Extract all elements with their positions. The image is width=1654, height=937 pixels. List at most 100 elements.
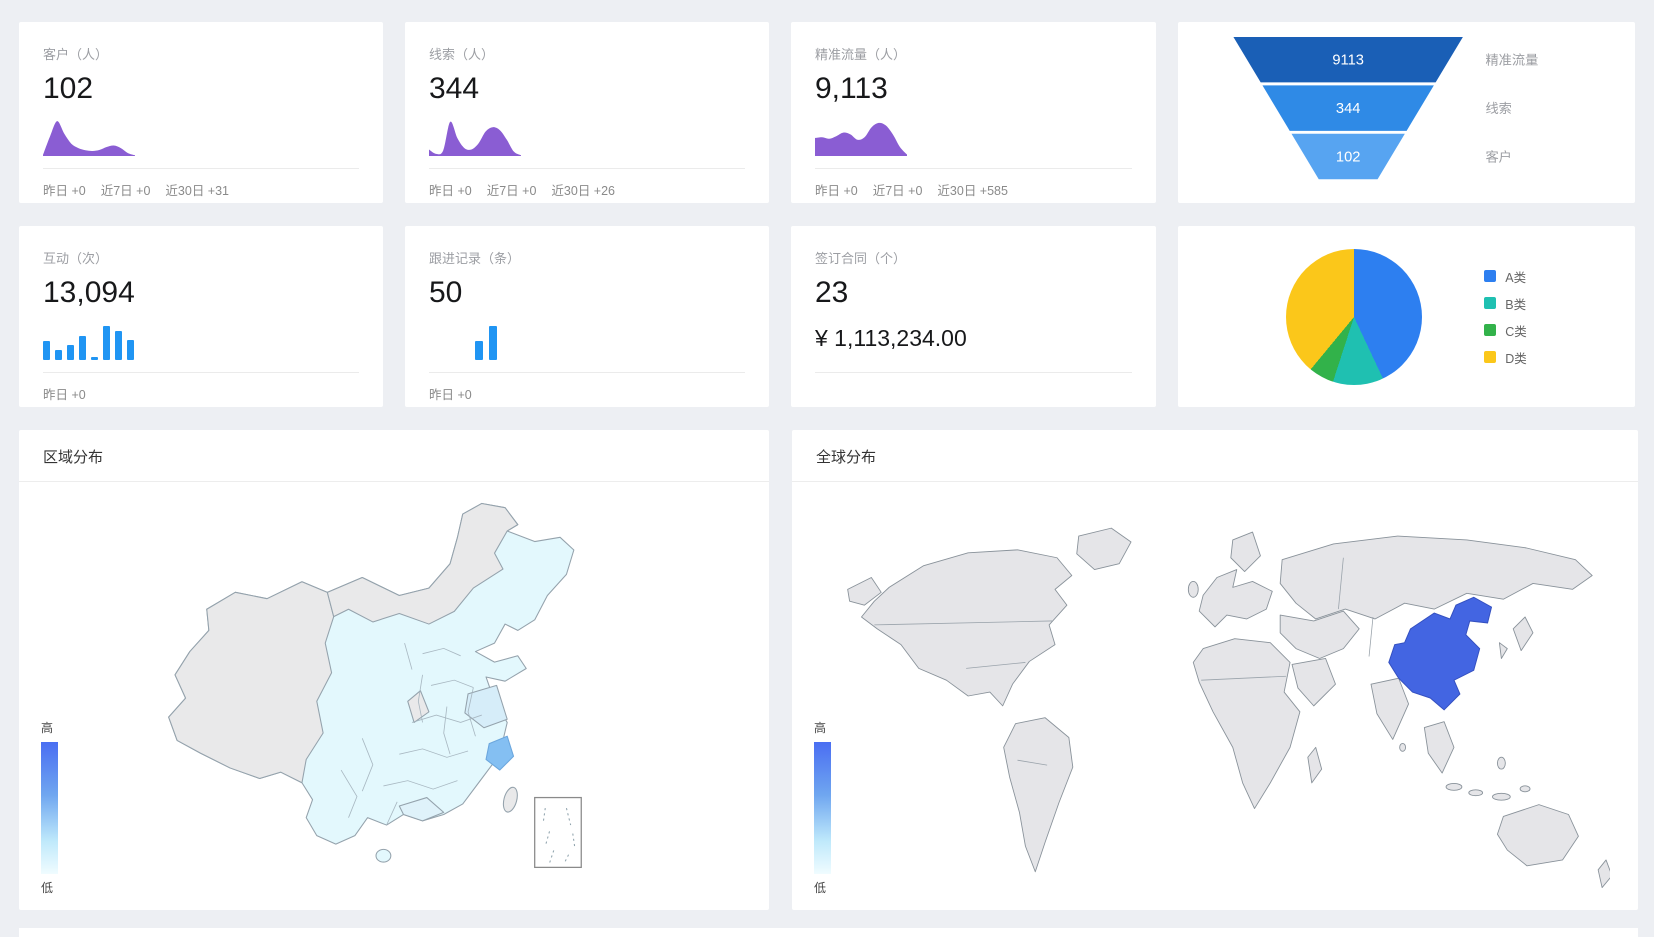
divider (43, 372, 359, 373)
map-card-header: 全球分布 (792, 430, 1638, 482)
stat-value: 102 (43, 72, 94, 105)
new-zealand (1597, 859, 1610, 889)
china-map-hainan[interactable] (375, 848, 392, 863)
pie-legend-item[interactable]: D类 (1484, 348, 1527, 367)
africa (1192, 638, 1301, 810)
mini-bar (67, 345, 74, 360)
japan (1512, 616, 1534, 652)
world-map-china-region[interactable] (1388, 596, 1493, 711)
customer-class-pie-chart[interactable] (1286, 248, 1423, 385)
china-map-north-region[interactable] (326, 502, 519, 625)
stat-title: 签订合同（个） (815, 251, 907, 266)
sri-lanka (1399, 742, 1407, 752)
funnel-stage-label: 客户 (1485, 148, 1511, 164)
footer-metric: 近7日 +0 (872, 184, 923, 198)
china-map-guangdong-region[interactable] (398, 797, 445, 822)
china-map-gray-province[interactable] (407, 690, 430, 723)
mini-bar (127, 340, 134, 360)
madagascar (1307, 746, 1323, 784)
stat-card-customers: 客户（人） 102 昨日 +0 近7日 +0 近30日 +31 (19, 22, 383, 203)
footer-metric: 近30日 +585 (937, 184, 1008, 198)
central-asia (1279, 610, 1360, 659)
legend-high-label: 高 (814, 721, 827, 735)
indonesia-island (1445, 782, 1463, 791)
south-america (1003, 717, 1074, 873)
stat-title: 跟进记录（条） (429, 251, 521, 266)
mini-bar (115, 331, 122, 360)
indonesia-island (1468, 789, 1484, 797)
uk (1187, 581, 1199, 598)
world-map-card: 全球分布 (792, 430, 1638, 910)
pie-legend-item[interactable]: C类 (1484, 321, 1527, 340)
bar-sparkline (43, 324, 134, 360)
stat-footer (815, 373, 1132, 407)
greenland (1076, 527, 1132, 571)
funnel-stage-value: 102 (1335, 149, 1360, 165)
stat-title: 互动（次） (43, 251, 109, 266)
china-map-west-region[interactable] (168, 581, 335, 784)
stat-value: 13,094 (43, 276, 135, 309)
footer-metric: 近7日 +0 (100, 184, 151, 198)
stat-footer: 昨日 +0 (43, 373, 359, 407)
stats-row-1: 客户（人） 102 昨日 +0 近7日 +0 近30日 +31 线索（人） 34… (19, 22, 1638, 203)
trend-sparkline (43, 121, 135, 156)
sparkline-area (429, 105, 745, 168)
stat-value: 23 (815, 276, 849, 309)
funnel-stage[interactable] (1290, 133, 1405, 179)
stat-card-leads: 线索（人） 344 昨日 +0 近7日 +0 近30日 +26 (405, 22, 769, 203)
pie-legend-item[interactable]: A类 (1484, 267, 1527, 286)
china-map-zhejiang-region[interactable] (485, 735, 515, 771)
funnel-stage[interactable] (1232, 36, 1463, 82)
footer-metric: 近7日 +0 (486, 184, 537, 198)
mini-bar (103, 326, 110, 360)
stat-title: 精准流量（人） (815, 47, 907, 62)
stat-title: 客户（人） (43, 47, 109, 62)
stat-footer: 昨日 +0 (429, 373, 745, 407)
legend-label: B类 (1505, 297, 1527, 312)
mini-bar (43, 341, 50, 360)
legend-label: D类 (1505, 351, 1527, 366)
footer-metric: 昨日 +0 (429, 388, 472, 402)
legend-low-label: 低 (41, 881, 54, 895)
divider (43, 168, 359, 169)
stat-value: 9,113 (815, 72, 888, 105)
stat-card-interactions: 互动（次） 13,094 昨日 +0 (19, 226, 383, 407)
stat-footer: 昨日 +0 近7日 +0 近30日 +31 (43, 169, 359, 203)
funnel-stage[interactable] (1261, 84, 1434, 131)
australia (1496, 804, 1579, 867)
indonesia-island (1519, 785, 1531, 793)
next-row-card-edge (19, 928, 1638, 937)
mini-bar (91, 357, 98, 360)
sparkline-area (43, 105, 359, 168)
divider (815, 372, 1132, 373)
footer-metric: 昨日 +0 (43, 388, 86, 402)
country-borders (874, 557, 1374, 766)
mini-bar (475, 341, 483, 360)
footer-metric: 昨日 +0 (815, 184, 858, 198)
funnel-stage-value: 9113 (1332, 52, 1364, 68)
mini-bar (55, 350, 62, 360)
footer-metric: 昨日 +0 (429, 184, 472, 198)
world-map[interactable] (820, 498, 1610, 894)
stats-row-2: 互动（次） 13,094 昨日 +0 跟进记录（条） 50 昨日 +0 签订合同… (19, 226, 1638, 407)
legend-high-label: 高 (41, 721, 54, 735)
footer-metric: 昨日 +0 (43, 184, 86, 198)
north-america (861, 549, 1073, 707)
footer-metric: 近30日 +26 (551, 184, 616, 198)
pie-card: A类 B类 C类 D类 (1178, 226, 1635, 407)
footer-metric: 近30日 +31 (165, 184, 230, 198)
maps-row: 区域分布 (19, 430, 1638, 910)
alaska (847, 577, 882, 606)
legend-label: C类 (1505, 324, 1527, 339)
stat-card-contracts: 签订合同（个） 23 ¥ 1,113,234.00 (791, 226, 1156, 407)
china-map-taiwan[interactable] (501, 786, 520, 814)
stat-value: 50 (429, 276, 463, 309)
indonesia-island (1492, 792, 1511, 801)
divider (815, 168, 1132, 169)
conversion-funnel-chart[interactable]: 9113 精准流量 344 线索 102 客户 (1217, 36, 1597, 189)
legend-swatch-icon (1484, 351, 1497, 363)
china-map[interactable] (144, 495, 644, 897)
legend-swatch-icon (1484, 324, 1497, 336)
pie-legend-item[interactable]: B类 (1484, 294, 1527, 313)
heat-legend: 高 低 (41, 719, 58, 896)
